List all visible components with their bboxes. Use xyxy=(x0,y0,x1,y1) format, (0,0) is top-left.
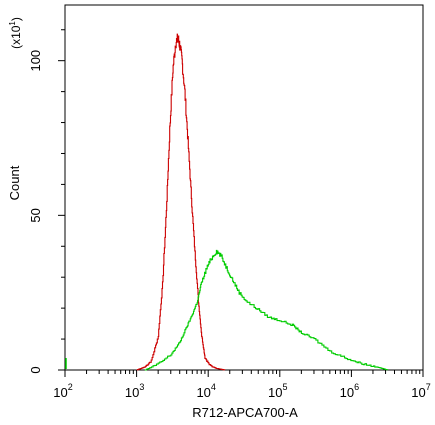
x-axis-label: R712-APCA700-A xyxy=(192,405,298,420)
y-tick-label: 0 xyxy=(28,366,43,373)
x-tick-exponent: 6 xyxy=(354,382,359,392)
x-tick-base: 10 xyxy=(53,385,67,400)
x-tick-base: 10 xyxy=(411,385,425,400)
x-tick-label: 104 xyxy=(196,382,215,400)
y-multiplier-close: ) xyxy=(9,17,23,21)
x-tick-label: 105 xyxy=(268,382,287,400)
y-multiplier-label: (x101) xyxy=(8,17,23,49)
series-line-1 xyxy=(144,249,389,371)
x-tick-base: 10 xyxy=(125,385,139,400)
y-tick-label: 100 xyxy=(28,50,43,72)
x-tick-label: 103 xyxy=(125,382,144,400)
series-layer xyxy=(65,33,389,371)
x-tick-base: 10 xyxy=(340,385,354,400)
x-tick-base: 10 xyxy=(196,385,210,400)
label-layer: R712-APCA700-A Count (x101) xyxy=(7,17,298,420)
plot-border xyxy=(64,4,424,371)
x-tick-exponent: 7 xyxy=(426,382,431,392)
x-tick-label: 102 xyxy=(53,382,72,400)
x-tick-exponent: 3 xyxy=(139,382,144,392)
x-tick-exponent: 5 xyxy=(283,382,288,392)
x-tick-label: 107 xyxy=(411,382,430,400)
x-tick-label: 106 xyxy=(340,382,359,400)
x-tick-exponent: 4 xyxy=(211,382,216,392)
y-axis-label: Count xyxy=(7,165,22,200)
y-multiplier-text: (x10 xyxy=(9,25,23,49)
y-tick-label: 50 xyxy=(28,208,43,222)
x-tick-base: 10 xyxy=(268,385,282,400)
plot-frame xyxy=(64,4,424,371)
x-tick-exponent: 2 xyxy=(68,382,73,392)
y-multiplier-exponent: 1 xyxy=(8,21,17,26)
series-line-0 xyxy=(136,33,226,371)
